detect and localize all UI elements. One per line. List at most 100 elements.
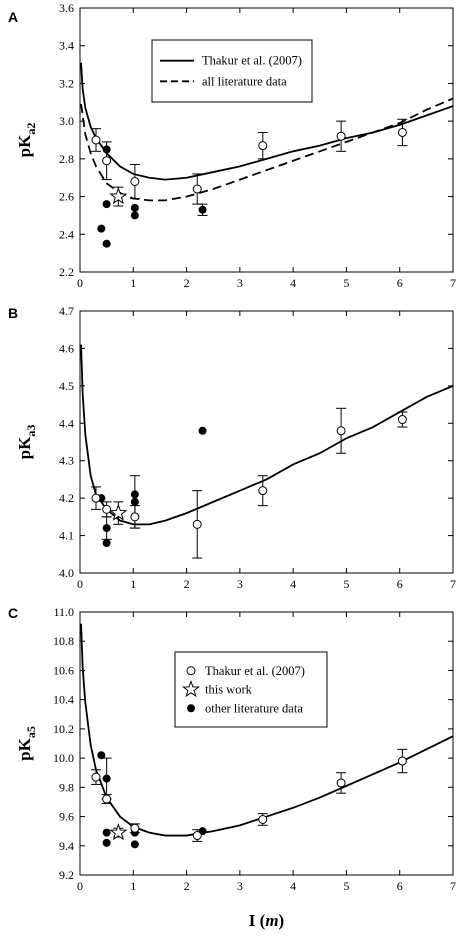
x-axis-label: I (m) <box>249 911 284 930</box>
point-thakur <box>130 823 140 833</box>
point-other-literature <box>102 200 111 209</box>
plot-frame <box>79 7 454 273</box>
legend-label: all literature data <box>202 74 287 88</box>
y-tick-label: 4.1 <box>59 529 74 543</box>
point-this-work <box>109 187 128 205</box>
panel-a: A 2.2 2.4 2.6 2.8 3.0 3.2 3.4 3.6 0 1 2 3 4 5 6 7 pKa2 Tha… <box>8 1 456 290</box>
y-tick-label: 3.2 <box>59 76 74 90</box>
y-tick-label: 4.6 <box>59 341 74 355</box>
x-tick-label: 7 <box>450 879 456 893</box>
legend-label: Thakur et al. (2007) <box>205 664 305 678</box>
y-axis-label-subscript: a5 <box>24 726 38 738</box>
point-thakur <box>258 141 268 151</box>
y-tick-label: 9.8 <box>59 780 74 794</box>
fit-curve-literature <box>80 97 453 202</box>
point-thakur <box>102 794 112 804</box>
x-tick-label: 1 <box>130 276 136 290</box>
point-other-literature <box>102 239 111 248</box>
point-thakur <box>192 519 202 529</box>
legend: Thakur et al. (2007) this work other liter… <box>174 651 328 728</box>
y-axis-label-subscript: a3 <box>24 425 38 437</box>
x-tick-label: 0 <box>77 276 83 290</box>
y-tick-label: 3.0 <box>59 114 74 128</box>
point-other-literature <box>130 840 139 849</box>
legend-marker-star <box>181 680 201 698</box>
plot-frame <box>79 611 454 876</box>
y-tick-label: 4.3 <box>59 454 74 468</box>
point-other-literature <box>102 774 111 783</box>
point-thakur <box>91 772 101 782</box>
legend-box <box>174 651 328 728</box>
point-thakur <box>397 756 407 766</box>
y-tick-label: 4.2 <box>59 491 74 505</box>
x-tick-label: 6 <box>397 276 403 290</box>
legend-box <box>151 39 313 103</box>
x-axis-label-unit: m <box>265 911 278 930</box>
x-tick-label: 5 <box>343 577 349 591</box>
point-thakur <box>91 493 101 503</box>
legend-label: other literature data <box>205 701 303 715</box>
point-other-literature <box>102 838 111 847</box>
x-tick-label: 5 <box>343 276 349 290</box>
panel-letter: A <box>8 9 18 25</box>
legend-label: this work <box>205 683 253 697</box>
y-axis-label: pKa3 <box>15 425 38 460</box>
y-tick-label: 2.6 <box>59 190 74 204</box>
x-tick-label: 1 <box>130 577 136 591</box>
y-axis-label-main: pK <box>15 436 34 459</box>
y-tick-label: 9.4 <box>59 839 74 853</box>
y-tick-label: 10.6 <box>53 663 74 677</box>
fit-curve-thakur <box>80 62 453 181</box>
point-thakur <box>130 176 140 186</box>
legend-marker-filled-circle <box>187 704 195 713</box>
x-tick-label: 3 <box>237 577 243 591</box>
point-other-literature <box>130 211 139 220</box>
point-other-literature <box>102 539 111 548</box>
point-thakur <box>192 831 202 841</box>
x-tick-label: 3 <box>237 276 243 290</box>
y-tick-label: 4.5 <box>59 379 74 393</box>
y-axis-label-main: pK <box>15 737 34 760</box>
y-tick-label: 10.0 <box>53 751 74 765</box>
y-tick-label: 2.2 <box>59 265 74 279</box>
point-other-literature <box>130 497 139 506</box>
x-tick-label: 6 <box>397 577 403 591</box>
point-other-literature <box>198 426 207 435</box>
point-other-literature <box>198 205 207 214</box>
x-tick-label: 4 <box>290 577 296 591</box>
x-axis-label-close: ) <box>279 911 285 930</box>
panel-letter: C <box>8 605 18 621</box>
x-tick-label: 0 <box>77 879 83 893</box>
point-thakur <box>336 426 346 436</box>
y-tick-label: 3.6 <box>59 1 74 15</box>
x-tick-label: 4 <box>290 276 296 290</box>
x-tick-label: 2 <box>184 879 190 893</box>
x-tick-label: 1 <box>130 879 136 893</box>
panel-b: B 4.0 4.1 4.2 4.3 4.4 4.5 4.6 4.7 0 1 2 3 4 5 6 7 pKa3 <box>8 304 456 591</box>
point-thakur <box>336 131 346 141</box>
point-thakur <box>258 486 268 496</box>
point-thakur <box>397 127 407 137</box>
x-tick-label: 0 <box>77 577 83 591</box>
fit-curve-thakur <box>80 344 453 526</box>
y-tick-label: 9.2 <box>59 868 74 882</box>
y-tick-label: 10.2 <box>53 722 74 736</box>
y-tick-label: 11.0 <box>53 605 74 619</box>
point-thakur <box>102 156 112 166</box>
point-other-literature <box>102 828 111 837</box>
y-tick-label: 4.0 <box>59 566 74 580</box>
x-tick-label: 2 <box>184 577 190 591</box>
y-tick-label: 2.4 <box>59 227 74 241</box>
x-tick-label: 7 <box>450 276 456 290</box>
point-thakur <box>130 512 140 522</box>
x-axis-label-main: I ( <box>249 911 266 930</box>
point-other-literature <box>97 224 106 233</box>
point-other-literature <box>130 203 139 212</box>
point-thakur <box>91 135 101 145</box>
y-axis-label-subscript: a2 <box>24 123 38 135</box>
x-tick-label: 6 <box>397 879 403 893</box>
point-this-work <box>109 503 128 521</box>
point-thakur <box>192 184 202 194</box>
y-tick-label: 10.4 <box>53 693 74 707</box>
